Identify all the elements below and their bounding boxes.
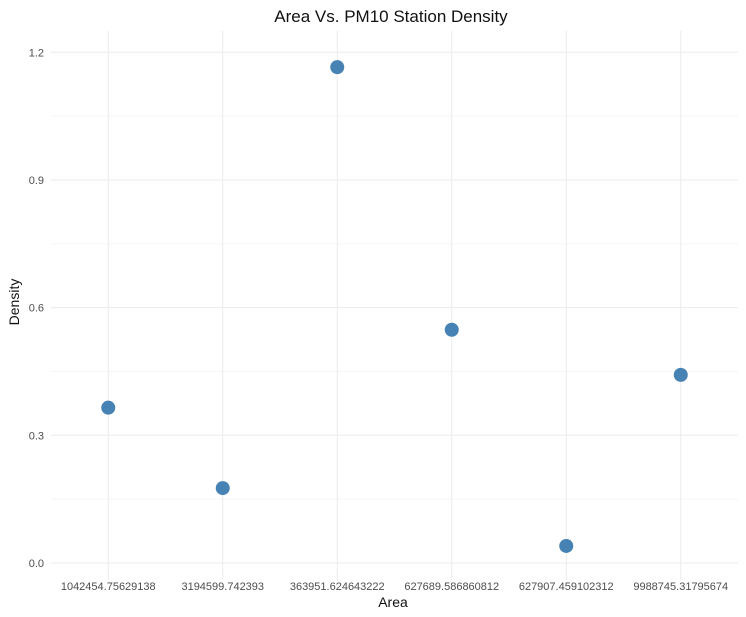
data-point [330,60,345,75]
x-tick-label: 627907.459102312 [519,581,614,593]
x-tick-label: 9988745.31795674 [633,581,728,593]
y-tick-label: 0.0 [29,558,44,570]
y-axis-title: Density [6,279,22,326]
x-axis-title: Area [378,594,408,610]
y-tick-label: 0.6 [29,303,44,315]
data-points [101,60,688,553]
y-tick-label: 1.2 [29,47,44,59]
data-point [101,400,116,415]
grid [51,31,738,580]
data-point [559,538,574,553]
x-tick-label: 1042454.75629138 [61,581,156,593]
x-tick-label: 363951.624643222 [290,581,385,593]
data-point [215,481,230,496]
x-tick-label: 627689.586860812 [404,581,499,593]
x-tick-labels: 1042454.75629138 3194599.742393 363951.624… [61,581,728,593]
chart-title: Area Vs. PM10 Station Density [274,7,508,26]
y-tick-labels: 0.0 0.3 0.6 0.9 1.2 [29,47,44,570]
data-point [673,367,688,382]
y-tick-label: 0.3 [29,430,44,442]
y-tick-label: 0.9 [29,175,44,187]
x-tick-label: 3194599.742393 [181,581,264,593]
data-point [444,322,459,337]
